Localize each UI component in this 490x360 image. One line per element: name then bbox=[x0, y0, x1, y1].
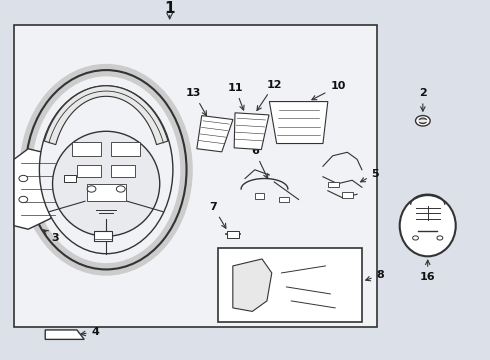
Bar bbox=[279, 197, 289, 202]
Bar bbox=[111, 142, 140, 156]
Polygon shape bbox=[44, 86, 168, 145]
Text: 4: 4 bbox=[81, 327, 99, 337]
Polygon shape bbox=[234, 113, 269, 149]
Polygon shape bbox=[197, 116, 233, 152]
Text: 9: 9 bbox=[282, 303, 291, 313]
Bar bbox=[94, 231, 113, 242]
Bar bbox=[227, 231, 239, 238]
Polygon shape bbox=[233, 259, 272, 311]
Ellipse shape bbox=[400, 195, 456, 256]
Ellipse shape bbox=[87, 186, 96, 192]
Bar bbox=[77, 165, 101, 177]
Ellipse shape bbox=[52, 131, 160, 236]
Bar bbox=[328, 182, 339, 187]
Text: 1: 1 bbox=[165, 1, 175, 17]
Text: 6: 6 bbox=[251, 146, 268, 178]
Bar bbox=[343, 193, 353, 198]
Bar bbox=[218, 248, 362, 322]
Text: 8: 8 bbox=[366, 270, 384, 281]
Ellipse shape bbox=[39, 86, 173, 254]
Text: 14: 14 bbox=[77, 177, 101, 189]
Ellipse shape bbox=[413, 236, 418, 240]
Text: 16: 16 bbox=[420, 260, 436, 282]
Ellipse shape bbox=[116, 186, 125, 192]
Text: 12: 12 bbox=[257, 80, 282, 111]
Bar bbox=[255, 193, 265, 199]
Polygon shape bbox=[270, 102, 328, 144]
Text: 5: 5 bbox=[361, 169, 379, 182]
Bar bbox=[72, 142, 101, 156]
Ellipse shape bbox=[416, 116, 430, 126]
Bar bbox=[87, 184, 125, 201]
Ellipse shape bbox=[437, 236, 443, 240]
Ellipse shape bbox=[19, 175, 28, 182]
Ellipse shape bbox=[419, 118, 427, 123]
Polygon shape bbox=[14, 149, 65, 229]
Bar bbox=[14, 24, 376, 327]
Bar bbox=[111, 165, 135, 177]
Text: 7: 7 bbox=[209, 202, 226, 228]
Ellipse shape bbox=[19, 196, 28, 203]
Text: 13: 13 bbox=[186, 88, 206, 116]
Bar bbox=[64, 175, 76, 182]
Polygon shape bbox=[45, 330, 84, 339]
Text: 10: 10 bbox=[312, 81, 345, 100]
Text: 15: 15 bbox=[116, 228, 145, 238]
Text: 3: 3 bbox=[44, 230, 59, 243]
Text: 2: 2 bbox=[419, 88, 427, 111]
Text: 11: 11 bbox=[227, 83, 244, 110]
